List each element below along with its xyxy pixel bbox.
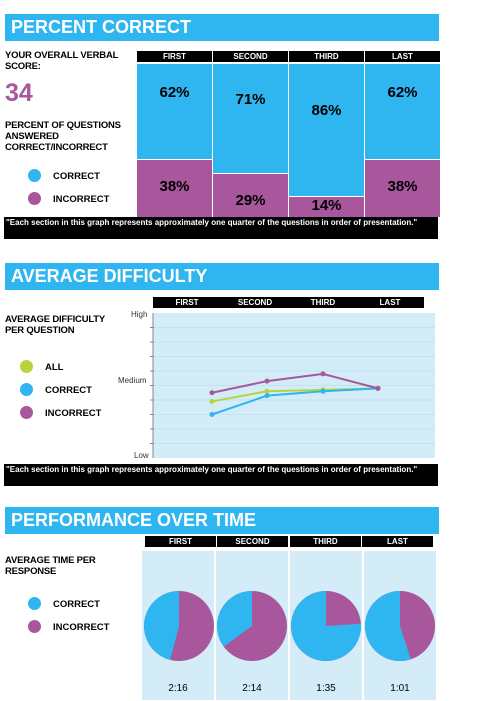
- data-point-incorrect: [264, 378, 270, 384]
- section-note: "Each section in this graph represents a…: [4, 464, 438, 486]
- y-axis-low-label: Low: [134, 451, 149, 460]
- incorrect-bar: 29%: [213, 174, 288, 217]
- correct-slice: [217, 591, 252, 647]
- correct-value-label: 62%: [159, 83, 190, 101]
- pie-chart: [217, 591, 287, 661]
- section-banner-average-difficulty: AVERAGE DIFFICULTY: [5, 263, 439, 290]
- column-header: FIRST: [153, 297, 221, 308]
- section-title: AVERAGE DIFFICULTY: [11, 266, 208, 286]
- column-header: THIRD: [289, 297, 357, 308]
- correct-legend-dot: [28, 597, 41, 610]
- legend-correct-label: CORRECT: [53, 171, 100, 182]
- correct-bar: 62%: [137, 64, 212, 159]
- column-header: FIRST: [145, 536, 216, 547]
- average-time-value: 2:14: [242, 683, 262, 694]
- correct-value-label: 71%: [235, 90, 266, 108]
- correct-slice: [291, 591, 361, 661]
- average-time-label: AVERAGE TIME PER RESPONSE: [5, 555, 96, 577]
- data-point-all: [209, 398, 215, 404]
- incorrect-legend-dot: [28, 620, 41, 633]
- correct-slice: [143, 591, 179, 660]
- incorrect-bar: 14%: [289, 197, 364, 217]
- average-time-value: 1:01: [390, 683, 410, 694]
- legend-correct-label: CORRECT: [53, 599, 100, 610]
- incorrect-value-label: 38%: [387, 178, 418, 195]
- incorrect-bar: 38%: [365, 160, 440, 217]
- column-header: SECOND: [213, 51, 288, 62]
- incorrect-value-label: 38%: [159, 178, 190, 195]
- pie-chart: [143, 591, 214, 661]
- series-line-incorrect: [211, 372, 379, 394]
- correct-slice: [365, 591, 411, 661]
- data-point-correct: [264, 393, 270, 399]
- correct-value-label: 62%: [387, 83, 418, 101]
- data-point-correct: [209, 412, 215, 417]
- average-time-value: 1:35: [316, 683, 336, 694]
- average-difficulty-label: AVERAGE DIFFICULTY PER QUESTION: [5, 314, 105, 336]
- column-header: THIRD: [289, 51, 364, 62]
- data-point-incorrect: [209, 390, 215, 396]
- all-legend-dot: [20, 360, 33, 373]
- legend-all-label: ALL: [45, 362, 64, 373]
- section-banner-percent-correct: PERCENT CORRECT: [5, 14, 439, 41]
- data-point-incorrect: [375, 385, 381, 391]
- average-time-value: 2:16: [168, 683, 188, 694]
- data-point-correct: [320, 388, 326, 394]
- column-header: LAST: [365, 51, 440, 62]
- overall-score-value: 34: [5, 79, 33, 107]
- y-axis-high-label: High: [131, 310, 148, 319]
- data-point-all: [264, 388, 270, 394]
- section-note: "Each section in this graph represents a…: [4, 217, 438, 239]
- incorrect-value-label: 14%: [311, 197, 342, 214]
- column-header: LAST: [362, 536, 433, 547]
- pie-chart: [291, 591, 361, 661]
- section-title: PERFORMANCE OVER TIME: [11, 510, 257, 530]
- percent-answered-label: PERCENT OF QUESTIONS ANSWERED CORRECT/IN…: [5, 120, 121, 153]
- section-banner-performance-over-time: PERFORMANCE OVER TIME: [5, 507, 439, 534]
- correct-bar: 71%: [213, 64, 288, 173]
- series-line-correct: [211, 387, 379, 416]
- incorrect-legend-dot: [28, 192, 41, 205]
- incorrect-bar: 38%: [137, 160, 212, 217]
- incorrect-legend-dot: [20, 406, 33, 419]
- data-point-incorrect: [320, 371, 326, 377]
- section-title: PERCENT CORRECT: [11, 17, 192, 37]
- correct-bar: 62%: [365, 64, 440, 159]
- legend-incorrect-label: INCORRECT: [53, 194, 110, 205]
- correct-legend-dot: [28, 169, 41, 182]
- correct-bar: 86%: [289, 64, 364, 196]
- legend-correct-label: CORRECT: [45, 385, 92, 396]
- column-header: THIRD: [290, 536, 361, 547]
- legend-incorrect-label: INCORRECT: [53, 622, 110, 633]
- column-header: LAST: [356, 297, 424, 308]
- pie-chart: [365, 591, 435, 661]
- y-axis-medium-label: Medium: [118, 376, 147, 385]
- legend-incorrect-label: INCORRECT: [45, 408, 102, 419]
- column-header: SECOND: [217, 536, 288, 547]
- incorrect-value-label: 29%: [235, 192, 266, 209]
- difficulty-plot: [150, 313, 435, 458]
- column-header: SECOND: [221, 297, 289, 308]
- column-header: FIRST: [137, 51, 212, 62]
- overall-score-label: YOUR OVERALL VERBAL SCORE:: [5, 50, 119, 72]
- correct-legend-dot: [20, 383, 33, 396]
- correct-value-label: 86%: [311, 102, 342, 119]
